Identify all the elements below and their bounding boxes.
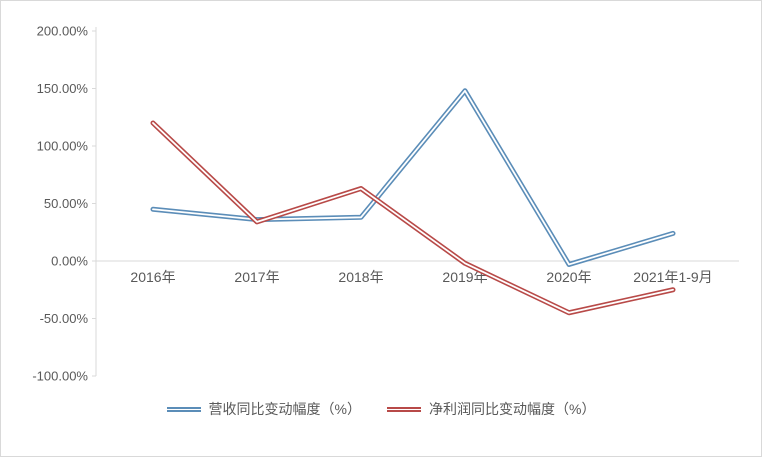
- legend-item-revenue[interactable]: 营收同比变动幅度（%）: [166, 399, 361, 419]
- x-tick-label: 2018年: [338, 269, 383, 285]
- y-tick-label: 50.00%: [44, 196, 89, 211]
- y-tick-label: 150.00%: [37, 81, 89, 96]
- y-tick-label: 0.00%: [51, 254, 88, 269]
- x-tick-label: 2019年: [442, 269, 487, 285]
- series-line-inner-0: [152, 89, 674, 266]
- legend-item-net-profit[interactable]: 净利润同比变动幅度（%）: [387, 399, 595, 419]
- x-tick-label: 2021年1-9月: [633, 269, 712, 285]
- x-tick-label: 2016年: [130, 269, 175, 285]
- x-tick-label: 2017年: [234, 269, 279, 285]
- revenue-line-swatch: [166, 406, 201, 412]
- legend: 营收同比变动幅度（%） 净利润同比变动幅度（%）: [1, 399, 761, 419]
- y-tick-label: 100.00%: [37, 139, 89, 154]
- series-line-inner-1: [152, 122, 674, 314]
- x-tick-label: 2020年: [546, 269, 591, 285]
- legend-label-net-profit: 净利润同比变动幅度（%）: [429, 401, 596, 417]
- y-tick-label: -100.00%: [32, 369, 88, 384]
- y-tick-label: 200.00%: [37, 24, 89, 39]
- series-line-outer-0[interactable]: [150, 88, 676, 267]
- y-tick-label: -50.00%: [40, 311, 89, 326]
- legend-label-revenue: 营收同比变动幅度（%）: [208, 401, 361, 417]
- net-profit-line-swatch: [387, 406, 421, 412]
